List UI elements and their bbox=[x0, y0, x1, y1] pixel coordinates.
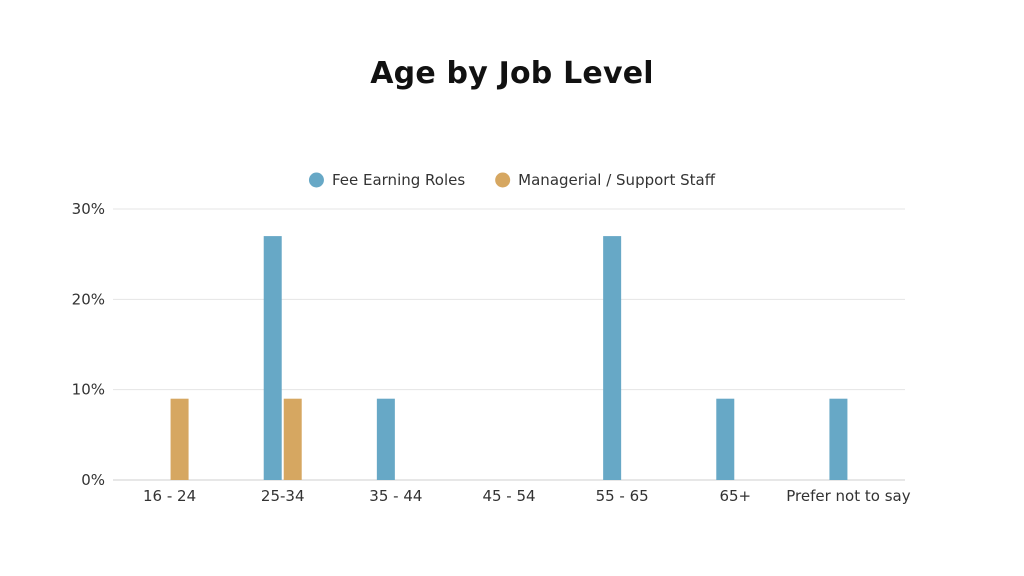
y-tick-label: 0% bbox=[81, 471, 105, 489]
y-axis-ticks: 0% 10% 20% 30% bbox=[72, 200, 105, 489]
legend-label: Fee Earning Roles bbox=[332, 171, 465, 189]
y-tick-label: 30% bbox=[72, 200, 105, 218]
bar[interactable] bbox=[170, 398, 189, 480]
x-axis-ticks: 16 - 24 25-34 35 - 44 45 - 54 55 - 65 65+ Pref… bbox=[143, 487, 911, 505]
legend-item[interactable]: Managerial / Support Staff bbox=[495, 171, 716, 189]
bar[interactable] bbox=[603, 236, 622, 480]
x-tick-label: 45 - 54 bbox=[482, 487, 535, 505]
x-tick-label: 35 - 44 bbox=[369, 487, 422, 505]
x-tick-label: 25-34 bbox=[261, 487, 305, 505]
y-tick-label: 10% bbox=[72, 381, 105, 399]
bar[interactable] bbox=[829, 398, 848, 480]
legend[interactable]: Fee Earning Roles Managerial / Support St… bbox=[308, 171, 716, 189]
x-tick-label: Prefer not to say bbox=[786, 487, 910, 505]
x-tick-label: 55 - 65 bbox=[596, 487, 649, 505]
x-tick-label: 16 - 24 bbox=[143, 487, 196, 505]
bar[interactable] bbox=[716, 398, 735, 480]
chart-title: Age by Job Level bbox=[370, 56, 654, 91]
legend-swatch bbox=[308, 172, 324, 188]
gridlines bbox=[113, 208, 905, 481]
bar[interactable] bbox=[263, 236, 282, 480]
bar[interactable] bbox=[376, 398, 395, 480]
legend-swatch bbox=[495, 172, 511, 188]
x-tick-label: 65+ bbox=[719, 487, 751, 505]
legend-label: Managerial / Support Staff bbox=[518, 171, 716, 189]
y-tick-label: 20% bbox=[72, 290, 105, 308]
bars bbox=[170, 236, 848, 480]
bar[interactable] bbox=[283, 398, 302, 480]
legend-item[interactable]: Fee Earning Roles bbox=[308, 171, 465, 189]
